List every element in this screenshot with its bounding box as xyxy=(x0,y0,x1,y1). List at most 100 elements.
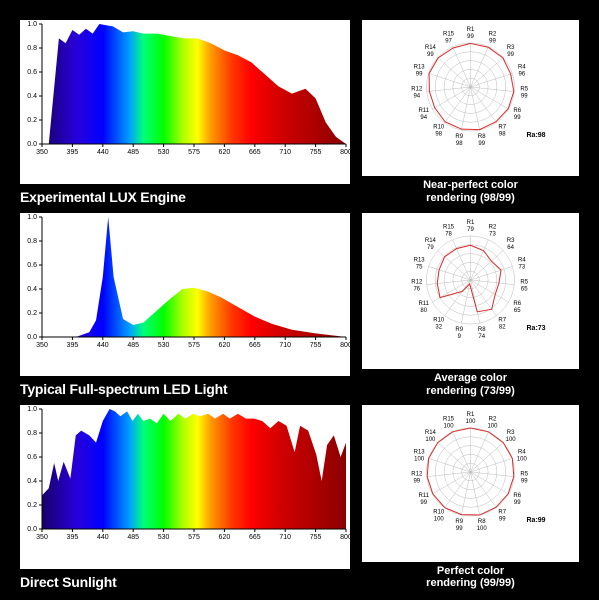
svg-text:74: 74 xyxy=(478,333,485,339)
svg-text:0.6: 0.6 xyxy=(27,262,37,269)
svg-text:0.2: 0.2 xyxy=(27,117,37,124)
svg-text:65: 65 xyxy=(521,286,528,292)
svg-text:665: 665 xyxy=(249,149,261,156)
comparison-row: 0.00.20.40.60.81.03503954404855305756206… xyxy=(20,20,579,205)
svg-text:350: 350 xyxy=(36,149,48,156)
svg-text:75: 75 xyxy=(416,264,423,270)
svg-text:Ra:73: Ra:73 xyxy=(527,325,546,332)
svg-text:R8: R8 xyxy=(478,326,486,332)
svg-text:R9: R9 xyxy=(455,326,463,332)
svg-text:530: 530 xyxy=(158,149,170,156)
svg-text:96: 96 xyxy=(519,71,526,77)
svg-text:485: 485 xyxy=(127,342,139,349)
svg-text:32: 32 xyxy=(435,324,442,330)
spectrum-area xyxy=(42,217,346,337)
spectrum-chart-box: 0.00.20.40.60.81.03503954404855305756206… xyxy=(20,20,350,184)
radar-column: R1100R2100R3100R4100R599R699R799R8100R99… xyxy=(362,405,579,590)
radar-chart-box: R199R299R399R496R599R699R798R899R998R109… xyxy=(362,20,579,176)
svg-text:94: 94 xyxy=(420,115,427,121)
svg-text:R7: R7 xyxy=(498,125,506,131)
svg-text:100: 100 xyxy=(465,419,476,425)
spectrum-column: 0.00.20.40.60.81.03503954404855305756206… xyxy=(20,20,350,205)
spectrum-chart: 0.00.20.40.60.81.03503954404855305756206… xyxy=(20,405,350,543)
svg-text:78: 78 xyxy=(445,231,452,237)
svg-text:800: 800 xyxy=(340,342,350,349)
svg-text:0.0: 0.0 xyxy=(27,141,37,148)
svg-text:R3: R3 xyxy=(507,430,515,436)
svg-text:R9: R9 xyxy=(455,519,463,525)
svg-text:Ra:99: Ra:99 xyxy=(527,517,546,524)
svg-text:0.4: 0.4 xyxy=(27,93,37,100)
svg-text:0.2: 0.2 xyxy=(27,310,37,317)
svg-text:R4: R4 xyxy=(518,257,526,263)
svg-text:0.4: 0.4 xyxy=(27,286,37,293)
svg-text:94: 94 xyxy=(413,94,420,100)
svg-text:575: 575 xyxy=(188,342,200,349)
svg-text:99: 99 xyxy=(507,52,514,58)
svg-text:755: 755 xyxy=(310,342,322,349)
svg-text:97: 97 xyxy=(445,39,452,45)
svg-text:350: 350 xyxy=(36,342,48,349)
svg-text:R13: R13 xyxy=(414,450,426,456)
svg-text:100: 100 xyxy=(434,517,445,523)
spectrum-column: 0.00.20.40.60.81.03503954404855305756206… xyxy=(20,405,350,590)
svg-text:620: 620 xyxy=(219,149,231,156)
svg-text:800: 800 xyxy=(340,534,350,541)
svg-text:99: 99 xyxy=(499,517,506,523)
radar-caption: Perfect colorrendering (99/99) xyxy=(362,565,579,590)
svg-text:R1: R1 xyxy=(467,220,475,226)
svg-text:99: 99 xyxy=(456,526,463,532)
svg-text:0.6: 0.6 xyxy=(27,69,37,76)
svg-text:R1: R1 xyxy=(467,412,475,418)
svg-text:9: 9 xyxy=(458,333,462,339)
radar-column: R199R299R399R496R599R699R798R899R998R109… xyxy=(362,20,579,205)
svg-text:R4: R4 xyxy=(518,450,526,456)
svg-text:620: 620 xyxy=(219,534,231,541)
svg-text:R2: R2 xyxy=(489,417,497,423)
svg-text:395: 395 xyxy=(67,149,79,156)
svg-text:R12: R12 xyxy=(411,472,423,478)
svg-text:99: 99 xyxy=(416,71,423,77)
svg-text:R12: R12 xyxy=(411,87,423,93)
svg-text:0.0: 0.0 xyxy=(27,526,37,533)
svg-text:R7: R7 xyxy=(498,317,506,323)
radar-caption-line2: rendering (73/99) xyxy=(426,385,515,397)
svg-text:99: 99 xyxy=(478,141,485,147)
svg-text:1.0: 1.0 xyxy=(27,406,37,413)
svg-text:99: 99 xyxy=(514,500,521,506)
spectrum-chart: 0.00.20.40.60.81.03503954404855305756206… xyxy=(20,213,350,351)
svg-text:395: 395 xyxy=(67,534,79,541)
svg-text:76: 76 xyxy=(413,286,420,292)
svg-text:R6: R6 xyxy=(513,493,521,499)
svg-text:R5: R5 xyxy=(520,279,528,285)
svg-text:100: 100 xyxy=(506,437,517,443)
svg-text:100: 100 xyxy=(425,437,436,443)
svg-text:100: 100 xyxy=(444,424,455,430)
svg-text:440: 440 xyxy=(97,149,109,156)
radar-caption-line2: rendering (99/99) xyxy=(426,577,515,589)
svg-text:0.6: 0.6 xyxy=(27,454,37,461)
svg-text:R11: R11 xyxy=(418,493,429,499)
spectrum-title: Direct Sunlight xyxy=(20,574,350,590)
comparison-row: 0.00.20.40.60.81.03503954404855305756206… xyxy=(20,213,579,398)
radar-column: R179R273R364R473R565R665R782R874R99R1032… xyxy=(362,213,579,398)
svg-text:0.8: 0.8 xyxy=(27,238,37,245)
spectrum-chart: 0.00.20.40.60.81.03503954404855305756206… xyxy=(20,20,350,158)
radar-caption: Near-perfect colorrendering (98/99) xyxy=(362,179,579,204)
svg-text:R14: R14 xyxy=(425,45,437,51)
svg-text:99: 99 xyxy=(521,479,528,485)
radar-chart: R179R273R364R473R565R665R782R874R99R1032… xyxy=(362,213,579,351)
svg-text:R14: R14 xyxy=(425,238,437,244)
svg-text:620: 620 xyxy=(219,342,231,349)
svg-text:98: 98 xyxy=(499,132,506,138)
svg-text:440: 440 xyxy=(97,534,109,541)
svg-text:R9: R9 xyxy=(455,134,463,140)
svg-text:R5: R5 xyxy=(520,87,528,93)
svg-text:665: 665 xyxy=(249,342,261,349)
svg-text:R3: R3 xyxy=(507,45,515,51)
spectrum-area xyxy=(42,409,346,529)
svg-text:65: 65 xyxy=(514,308,521,314)
svg-text:R11: R11 xyxy=(418,108,429,114)
svg-text:R2: R2 xyxy=(489,224,497,230)
svg-text:100: 100 xyxy=(487,424,498,430)
